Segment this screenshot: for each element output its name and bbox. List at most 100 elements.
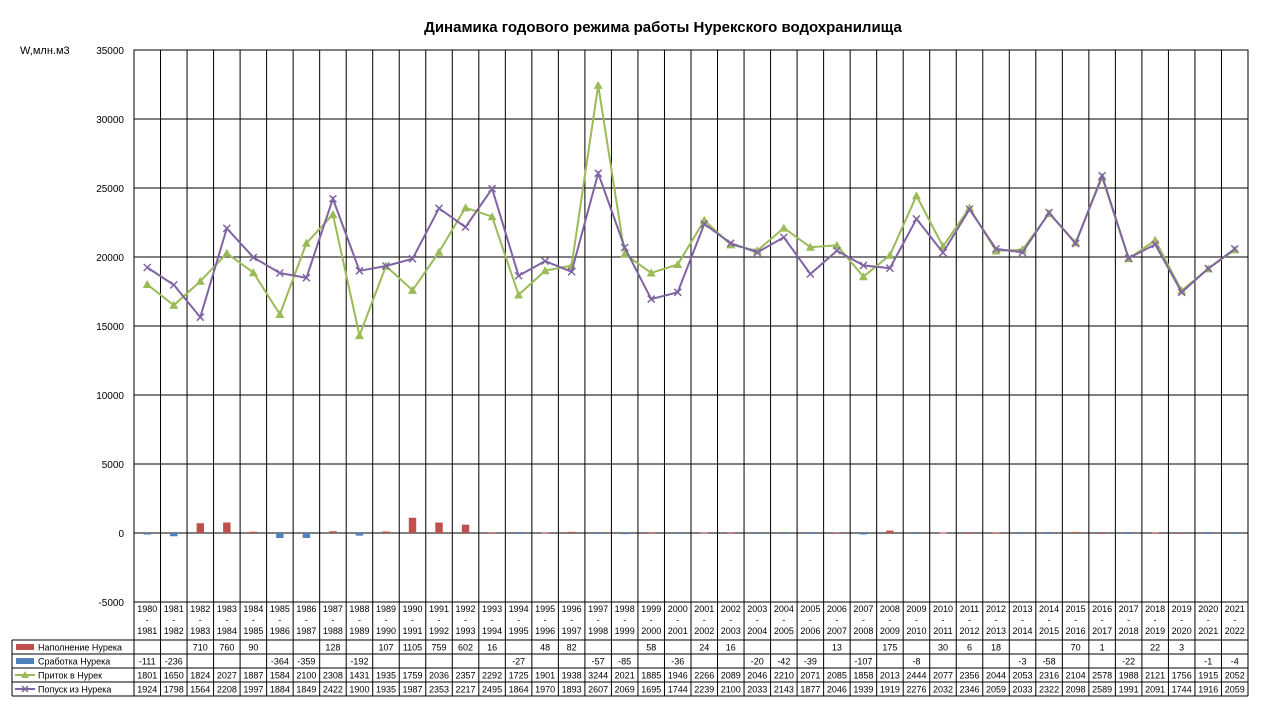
category-label: 2016-2017 [1092, 604, 1112, 636]
category-label-line: 1982 [164, 626, 184, 636]
table-cell: 2607 [588, 685, 608, 695]
category-label: 1998-1999 [615, 604, 635, 636]
point [541, 257, 550, 266]
category-label-line: 1999 [615, 626, 635, 636]
table-cell: 2322 [1039, 685, 1059, 695]
category-label-line: - [517, 615, 520, 625]
table-cell: 2316 [1039, 671, 1059, 681]
table-cell: 1946 [668, 671, 688, 681]
bar [382, 531, 390, 533]
table-cell: 3244 [588, 671, 608, 681]
point [858, 272, 868, 281]
category-label: 2017-2018 [1119, 604, 1139, 636]
table-cell: -3 [1019, 657, 1027, 667]
point [514, 290, 524, 299]
table-cell: 6 [967, 643, 972, 653]
category-label-line: 1991 [429, 604, 449, 614]
category-label-line: 1990 [402, 604, 422, 614]
category-label-line: - [756, 615, 759, 625]
category-label: 1995-1996 [535, 604, 555, 636]
table-cell: 128 [325, 643, 340, 653]
bar [886, 530, 894, 533]
table-cell: 2059 [986, 685, 1006, 695]
category-label-line: 1993 [482, 604, 502, 614]
point [249, 253, 258, 262]
category-label: 2006-2007 [827, 604, 847, 636]
category-label-line: - [172, 615, 175, 625]
category-label-line: - [464, 615, 467, 625]
category-label-line: 2017 [1119, 604, 1139, 614]
table-cell: -111 [139, 657, 156, 667]
table-cell: -42 [777, 657, 790, 667]
category-label-line: - [782, 615, 785, 625]
table-cell: -58 [1043, 657, 1056, 667]
table-cell: 2077 [933, 671, 953, 681]
table-cell: 1987 [402, 685, 422, 695]
category-label-line: 2014 [1013, 626, 1033, 636]
table-cell: 1997 [243, 685, 263, 695]
category-label-line: - [623, 615, 626, 625]
category-label: 1993-1994 [482, 604, 502, 636]
category-label: 2007-2008 [853, 604, 873, 636]
point [328, 209, 338, 219]
category-label-line: - [676, 615, 679, 625]
table-cell: 1935 [376, 671, 396, 681]
table-cell: 2069 [615, 685, 635, 695]
point [302, 273, 311, 282]
category-label-line: - [411, 615, 414, 625]
bar [1177, 532, 1186, 534]
point [859, 261, 868, 270]
table-cell: 602 [458, 643, 473, 653]
category-label-line: 1998 [615, 604, 635, 614]
point [248, 268, 258, 277]
category-label-line: 1983 [217, 604, 237, 614]
point [381, 261, 391, 271]
table-cell: 1916 [1198, 685, 1218, 695]
category-label-line: - [199, 615, 202, 625]
category-label-line: 1984 [217, 626, 237, 636]
table-cell: 1798 [164, 685, 184, 695]
category-label-line: - [968, 615, 971, 625]
point [461, 223, 470, 232]
bar [1204, 533, 1212, 534]
bar [461, 524, 470, 533]
category-label-line: 2011 [933, 626, 952, 636]
point [1151, 240, 1160, 249]
table-cell: -4 [1231, 657, 1239, 667]
table-cell: 2089 [721, 671, 741, 681]
table-cell: -57 [592, 657, 605, 667]
category-label: 2003-2004 [747, 604, 767, 636]
category-label-line: - [252, 615, 255, 625]
category-label: 1997-1998 [588, 604, 608, 636]
category-label-line: - [650, 615, 653, 625]
category-label-line: 2010 [933, 604, 953, 614]
category-label-line: 1981 [137, 626, 157, 636]
bar [727, 532, 735, 534]
category-label: 2020-2021 [1198, 604, 1218, 636]
table-cell: -364 [271, 657, 289, 667]
table-cell: 18 [991, 643, 1001, 653]
table-cell: 1864 [509, 685, 529, 695]
category-label-line: - [703, 615, 706, 625]
table-cell: 1849 [296, 685, 316, 695]
table-cell: 70 [1071, 643, 1081, 653]
table-cell: 22 [1150, 643, 1160, 653]
category-label: 2008-2009 [880, 604, 900, 636]
category-label-line: 2004 [774, 604, 794, 614]
category-label-line: - [1233, 615, 1236, 625]
category-label-line: 2008 [880, 604, 900, 614]
bar [700, 532, 708, 534]
table-cell: 2053 [1013, 671, 1033, 681]
category-label-line: 1997 [588, 604, 608, 614]
category-label-line: 2002 [721, 604, 741, 614]
y-tick-label: 20000 [96, 253, 124, 264]
point [1045, 208, 1054, 217]
y-tick-label: -5000 [98, 598, 124, 609]
bar [1151, 532, 1159, 534]
table-cell: 2052 [1225, 671, 1245, 681]
table-cell: 2276 [906, 685, 926, 695]
category-label-line: - [995, 615, 998, 625]
point [779, 233, 788, 242]
point [726, 239, 735, 248]
